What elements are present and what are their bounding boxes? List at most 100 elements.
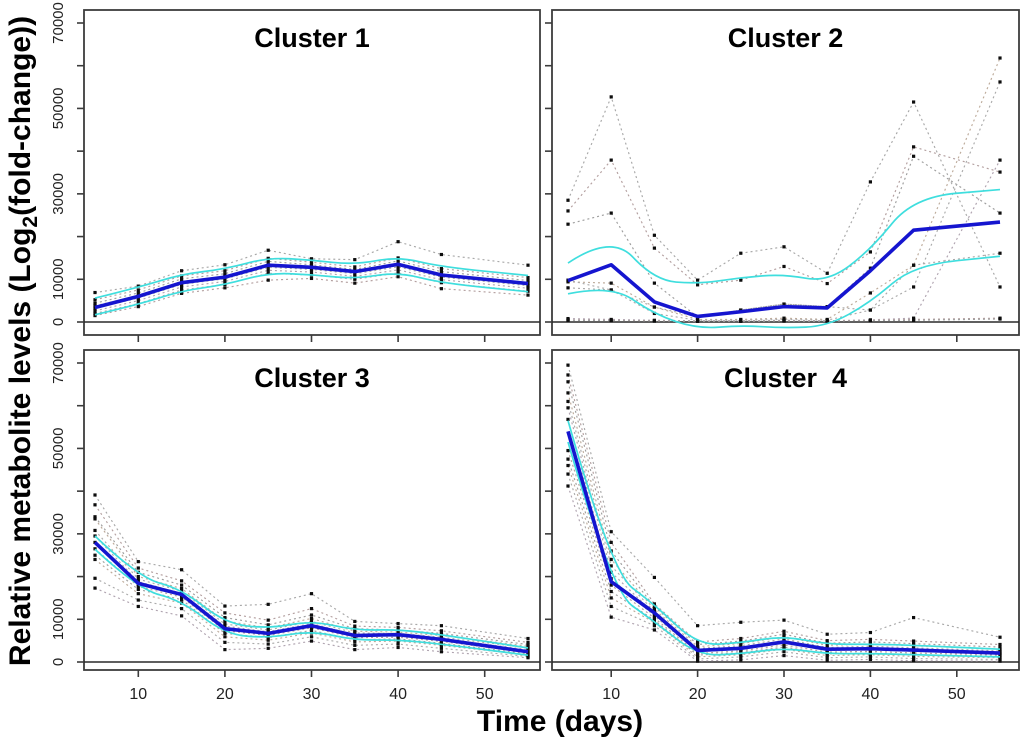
- data-point: [93, 301, 97, 305]
- data-point: [782, 653, 786, 658]
- data-point: [609, 557, 613, 562]
- data-point: [868, 653, 872, 657]
- data-point: [912, 285, 916, 289]
- y-tick-label: 70000: [50, 342, 67, 384]
- data-point: [782, 302, 786, 306]
- data-point: [998, 80, 1002, 84]
- data-point: [696, 655, 700, 659]
- data-point: [526, 644, 530, 648]
- data-point: [825, 639, 829, 643]
- data-point: [652, 614, 656, 618]
- data-point: [439, 275, 443, 279]
- data-point: [180, 598, 184, 602]
- data-point: [609, 564, 613, 568]
- data-point: [266, 602, 270, 606]
- mean-line: [94, 262, 529, 310]
- data-point: [136, 592, 140, 596]
- data-point: [609, 540, 613, 544]
- data-point: [609, 281, 613, 285]
- data-point: [609, 95, 613, 99]
- y-tick-label: 50000: [50, 428, 67, 470]
- x-tick-label: 40: [862, 686, 880, 703]
- panel-cluster-1: 0 10000 30000 50000 70000 Cluster 1: [50, 2, 541, 342]
- trace-line: [94, 587, 529, 659]
- panel-cluster-4: 10 20 30 40 50 Cluster 4: [545, 349, 1020, 703]
- data-point: [652, 602, 656, 606]
- data-point: [696, 283, 700, 287]
- data-point: [526, 284, 530, 288]
- data-point: [526, 648, 530, 652]
- data-point: [439, 269, 443, 274]
- data-point: [223, 640, 227, 644]
- panels-group: 0 10000 30000 50000 70000 Cluster 1 Cluster 2 0…: [50, 2, 1020, 703]
- data-point: [652, 575, 656, 580]
- data-point: [998, 654, 1002, 658]
- data-point: [93, 528, 97, 533]
- data-point: [180, 614, 184, 618]
- data-point: [696, 653, 700, 657]
- y-tick-label: 30000: [50, 173, 67, 215]
- data-point: [93, 517, 97, 521]
- data-point: [439, 624, 443, 628]
- data-point: [136, 566, 140, 570]
- data-point: [353, 640, 357, 644]
- data-point: [566, 373, 570, 377]
- data-point: [696, 642, 700, 647]
- data-point: [396, 637, 400, 641]
- data-point: [136, 604, 140, 609]
- data-point: [180, 269, 184, 273]
- data-point: [266, 268, 270, 272]
- data-point: [912, 651, 916, 655]
- data-point: [353, 636, 357, 640]
- data-point: [782, 245, 786, 249]
- data-point: [825, 643, 829, 647]
- data-point: [309, 639, 314, 643]
- trace-line: [567, 252, 1001, 318]
- panel-title: Cluster 1: [254, 23, 370, 53]
- data-point: [696, 278, 700, 282]
- data-point: [223, 604, 227, 608]
- trace-line: [94, 504, 529, 643]
- y-tick-label: 0: [50, 318, 67, 326]
- data-point: [696, 645, 700, 649]
- data-point: [353, 648, 357, 652]
- data-point: [353, 274, 357, 278]
- trace-line: [94, 241, 529, 294]
- data-point: [180, 568, 184, 572]
- data-point: [93, 311, 97, 316]
- trace-line: [567, 155, 1001, 318]
- data-point: [868, 250, 872, 254]
- data-point: [136, 305, 140, 309]
- data-point: [439, 641, 443, 645]
- data-point: [825, 658, 829, 662]
- data-point: [609, 319, 613, 323]
- trace-line: [94, 530, 529, 649]
- data-point: [825, 281, 829, 286]
- data-point: [309, 626, 314, 630]
- data-point: [868, 266, 872, 270]
- data-point: [526, 293, 530, 297]
- data-point: [353, 267, 357, 272]
- data-point: [739, 620, 743, 624]
- data-point: [353, 631, 357, 635]
- data-point: [652, 305, 656, 309]
- data-point: [439, 629, 443, 633]
- data-point: [266, 626, 270, 630]
- data-point: [439, 631, 443, 635]
- data-point: [998, 656, 1002, 660]
- data-point: [309, 263, 314, 267]
- sd-upper-line: [94, 535, 529, 649]
- data-point: [566, 399, 570, 404]
- data-point: [782, 635, 786, 639]
- trace-line: [94, 577, 529, 658]
- x-tick-label: 10: [602, 686, 620, 703]
- data-point: [309, 592, 314, 596]
- data-point: [93, 557, 97, 562]
- data-point: [998, 158, 1002, 162]
- data-point: [782, 650, 786, 654]
- data-point: [739, 251, 743, 255]
- data-point: [223, 615, 227, 620]
- data-point: [912, 646, 916, 650]
- series-group: [93, 240, 530, 318]
- data-point: [566, 222, 570, 226]
